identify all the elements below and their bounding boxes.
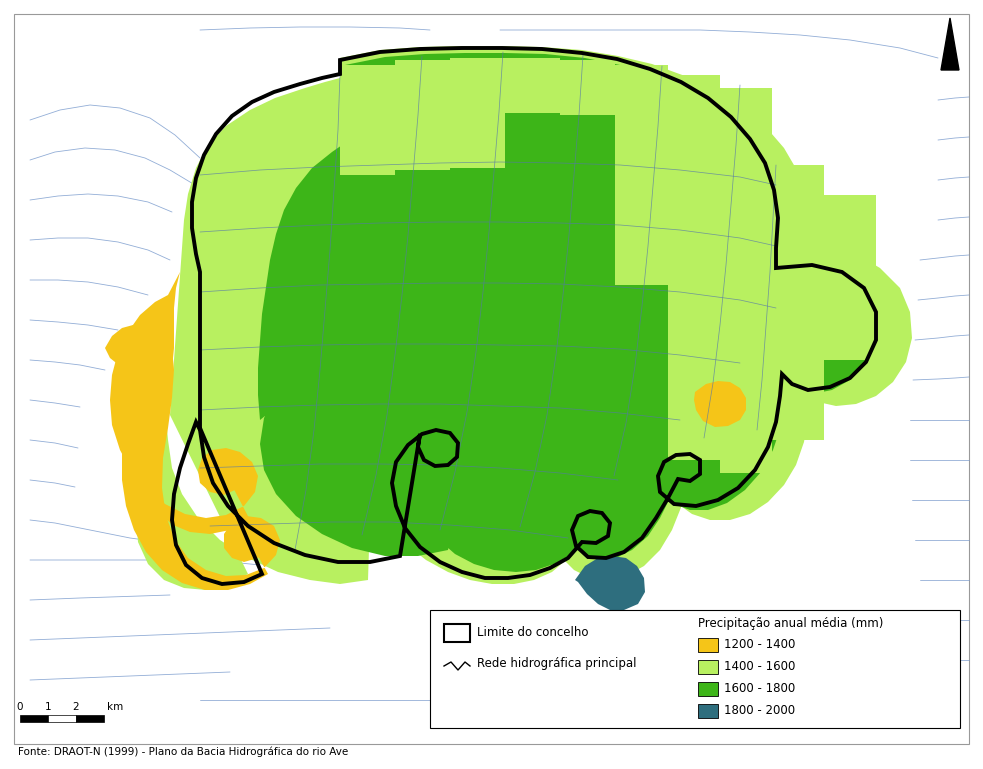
Bar [668, 350, 720, 405]
Bar [720, 253, 772, 308]
Bar [395, 60, 450, 115]
Text: km: km [107, 702, 123, 712]
Bar [450, 388, 505, 443]
Bar [615, 230, 668, 285]
Bar [48, 715, 76, 722]
Text: 1600 - 1800: 1600 - 1800 [724, 683, 795, 695]
Bar [450, 168, 505, 223]
Text: Rede hidrográfica principal: Rede hidrográfica principal [477, 657, 637, 671]
Bar [505, 58, 560, 113]
Bar [430, 610, 960, 728]
Bar [772, 220, 824, 275]
Text: Fonte: DRAOT-N (1999) - Plano da Bacia Hidrográfica do rio Ave: Fonte: DRAOT-N (1999) - Plano da Bacia H… [18, 747, 348, 757]
Bar [720, 143, 772, 198]
Polygon shape [258, 53, 876, 572]
Polygon shape [105, 325, 150, 368]
Bar [450, 223, 505, 278]
Text: 1200 - 1400: 1200 - 1400 [724, 638, 795, 651]
Bar [615, 443, 668, 498]
Bar [450, 333, 505, 388]
Bar [720, 363, 772, 418]
Bar [668, 405, 720, 460]
Bar [720, 308, 772, 363]
Bar [560, 333, 615, 388]
Bar [395, 333, 450, 388]
Bar [395, 443, 450, 498]
Bar [615, 65, 668, 120]
Bar [560, 60, 615, 115]
Bar [450, 278, 505, 333]
Bar [560, 223, 615, 278]
Bar [505, 278, 560, 333]
Bar [668, 240, 720, 295]
Bar [560, 278, 615, 333]
Polygon shape [575, 556, 645, 610]
Bar [395, 115, 450, 170]
Bar [772, 275, 824, 330]
Text: 1800 - 2000: 1800 - 2000 [724, 704, 795, 717]
Bar [698, 660, 718, 674]
Bar [340, 120, 395, 175]
Bar [824, 305, 876, 360]
Polygon shape [70, 348, 280, 590]
Bar [668, 295, 720, 350]
Polygon shape [110, 272, 258, 534]
Bar [450, 113, 505, 168]
Bar [340, 333, 395, 388]
Bar [505, 443, 560, 498]
Bar [395, 278, 450, 333]
Bar [668, 130, 720, 185]
Bar [395, 388, 450, 443]
Text: Limite do concelho: Limite do concelho [477, 627, 589, 640]
Bar [698, 682, 718, 696]
Bar [772, 165, 824, 220]
Bar [340, 65, 395, 120]
Bar [615, 333, 668, 388]
Bar [720, 88, 772, 143]
Bar [340, 388, 395, 443]
Bar [772, 330, 824, 385]
Bar [698, 704, 718, 718]
Bar [76, 715, 104, 722]
Bar [824, 250, 876, 305]
Bar [668, 75, 720, 130]
Text: 2: 2 [73, 702, 80, 712]
Bar [615, 120, 668, 175]
Text: Precipitação anual média (mm): Precipitação anual média (mm) [698, 617, 884, 630]
Bar [668, 185, 720, 240]
Bar [615, 388, 668, 443]
Polygon shape [136, 46, 912, 590]
Bar [720, 198, 772, 253]
Bar [560, 443, 615, 498]
Text: 1400 - 1600: 1400 - 1600 [724, 661, 795, 674]
Bar [505, 223, 560, 278]
Bar [560, 388, 615, 443]
Text: 0: 0 [17, 702, 24, 712]
Bar [720, 418, 772, 473]
Bar [20, 715, 48, 722]
Polygon shape [941, 18, 959, 70]
Bar [772, 385, 824, 440]
Bar [824, 195, 876, 250]
Bar [615, 175, 668, 230]
Bar [450, 443, 505, 498]
Bar [450, 58, 505, 113]
Bar [505, 168, 560, 223]
Polygon shape [694, 381, 746, 427]
Text: 1: 1 [44, 702, 51, 712]
Bar [505, 333, 560, 388]
Bar [444, 624, 470, 642]
Bar [698, 638, 718, 652]
Bar [505, 388, 560, 443]
